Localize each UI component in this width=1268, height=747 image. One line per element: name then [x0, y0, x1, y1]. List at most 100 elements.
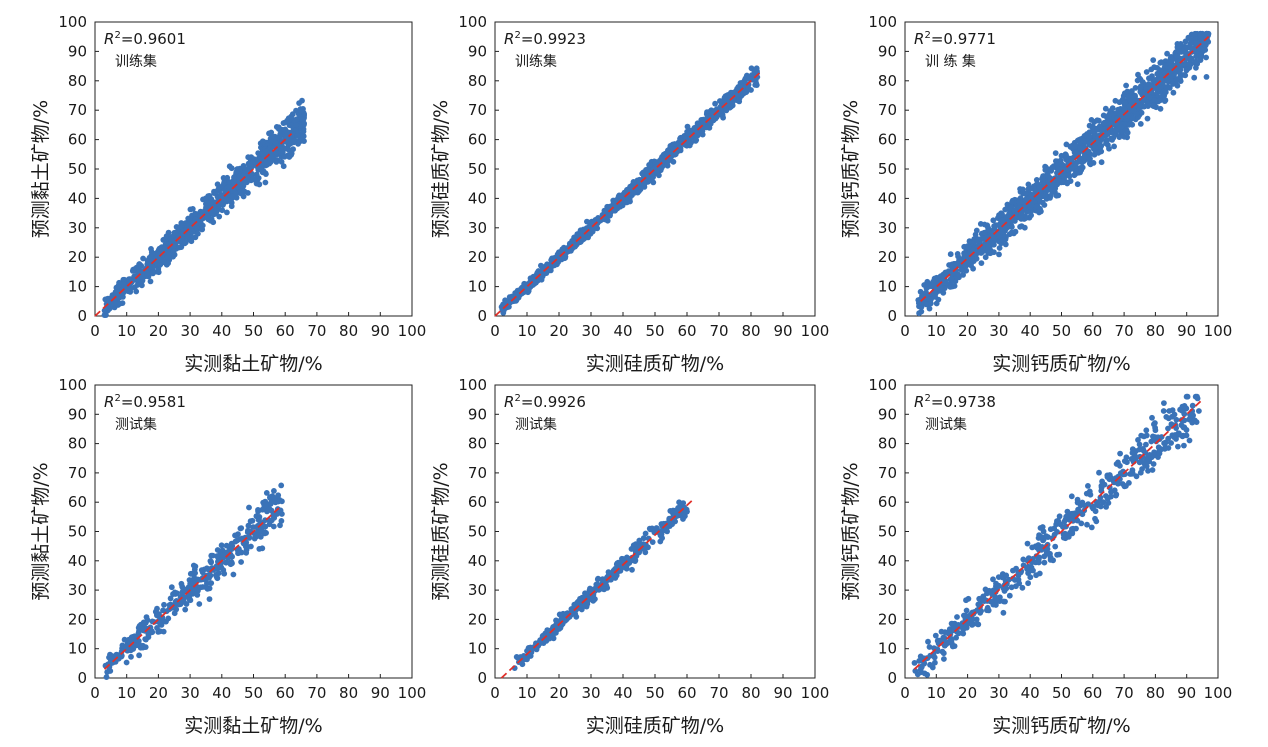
data-point	[1141, 433, 1147, 440]
x-tick-label: 40	[212, 322, 231, 340]
data-point	[288, 138, 295, 144]
data-point	[723, 107, 730, 114]
data-point	[752, 82, 759, 88]
data-point	[1124, 129, 1131, 136]
data-point	[974, 621, 981, 628]
data-point	[268, 138, 274, 145]
x-tick-label: 20	[149, 322, 168, 340]
data-point	[1115, 459, 1121, 466]
data-point	[1129, 115, 1136, 122]
y-tick-label: 80	[468, 72, 487, 90]
data-point	[1028, 212, 1034, 219]
data-point	[277, 133, 284, 139]
data-point	[168, 238, 175, 244]
x-tick-label: 70	[1115, 684, 1134, 702]
data-point	[1018, 223, 1025, 230]
data-point	[973, 616, 980, 623]
data-point	[616, 192, 623, 199]
y-tick-label: 80	[68, 72, 87, 90]
data-point	[924, 671, 931, 678]
data-point	[947, 251, 954, 258]
data-point	[1063, 141, 1070, 148]
x-tick-label: 0	[900, 684, 910, 702]
y-tick-label: 90	[878, 405, 897, 423]
y-tick-label: 50	[468, 160, 487, 178]
data-point	[194, 576, 201, 583]
data-point	[996, 212, 1002, 219]
y-tick-label: 50	[878, 160, 897, 178]
data-point	[1036, 184, 1043, 191]
x-tick-label: 20	[958, 322, 977, 340]
data-point	[164, 254, 171, 261]
data-point	[1039, 175, 1045, 182]
data-point	[238, 190, 244, 197]
data-point	[204, 565, 210, 572]
data-point	[1170, 89, 1177, 96]
x-tick-label: 40	[613, 684, 632, 702]
data-point	[143, 614, 150, 620]
y-tick-label: 40	[68, 189, 87, 207]
data-point	[1074, 181, 1081, 188]
data-point	[1130, 107, 1137, 114]
data-point	[1063, 152, 1069, 158]
data-point	[1101, 481, 1108, 488]
data-point	[157, 256, 163, 263]
x-tick-label: 80	[339, 684, 358, 702]
dataset-label: 训 练 集	[925, 53, 976, 70]
x-tick-label: 90	[773, 684, 792, 702]
data-point	[548, 263, 555, 269]
scatter-points	[911, 393, 1202, 678]
data-point	[1108, 493, 1114, 500]
data-point	[670, 158, 677, 165]
r-squared-value: =0.9923	[521, 30, 586, 48]
data-point	[294, 132, 301, 139]
data-point	[1097, 503, 1104, 510]
data-point	[1024, 540, 1031, 547]
data-point	[178, 220, 185, 226]
data-point	[1162, 97, 1169, 104]
scatter-points	[101, 97, 307, 318]
data-point	[970, 265, 976, 272]
x-tick-label: 40	[1021, 684, 1040, 702]
data-point	[1075, 506, 1081, 513]
data-point	[1089, 129, 1096, 135]
data-point	[187, 570, 194, 577]
x-tick-label: 50	[1052, 322, 1071, 340]
x-tick-label: 30	[581, 684, 600, 702]
r-squared-value: =0.9738	[931, 393, 996, 411]
data-point	[206, 596, 213, 602]
data-point	[250, 176, 257, 182]
data-point	[685, 130, 691, 137]
data-point	[140, 255, 147, 262]
data-point	[1157, 67, 1163, 74]
x-tick-label: 100	[801, 322, 830, 340]
r-squared-value: =0.9771	[931, 30, 996, 48]
y-tick-label: 70	[68, 101, 87, 119]
data-point	[278, 158, 285, 165]
data-point	[113, 289, 120, 296]
data-point	[243, 549, 250, 556]
data-point	[629, 566, 635, 573]
data-point	[238, 559, 245, 565]
data-point	[1099, 126, 1106, 133]
data-point	[977, 221, 984, 227]
x-tick-label: 100	[398, 684, 427, 702]
data-point	[712, 100, 718, 107]
r-squared-value: =0.9926	[521, 393, 586, 411]
y-tick-label: 20	[68, 248, 87, 266]
data-point	[961, 612, 967, 619]
data-point	[1003, 572, 1010, 579]
data-point	[261, 530, 268, 537]
data-point	[1143, 463, 1150, 470]
data-point	[216, 213, 223, 220]
data-point	[589, 227, 596, 234]
data-point	[927, 300, 934, 307]
data-point	[657, 538, 664, 545]
data-point	[249, 517, 256, 524]
data-point	[239, 183, 246, 189]
x-tick-label: 10	[517, 684, 536, 702]
data-point	[139, 274, 146, 280]
data-point	[1060, 534, 1067, 541]
data-point	[171, 251, 178, 258]
